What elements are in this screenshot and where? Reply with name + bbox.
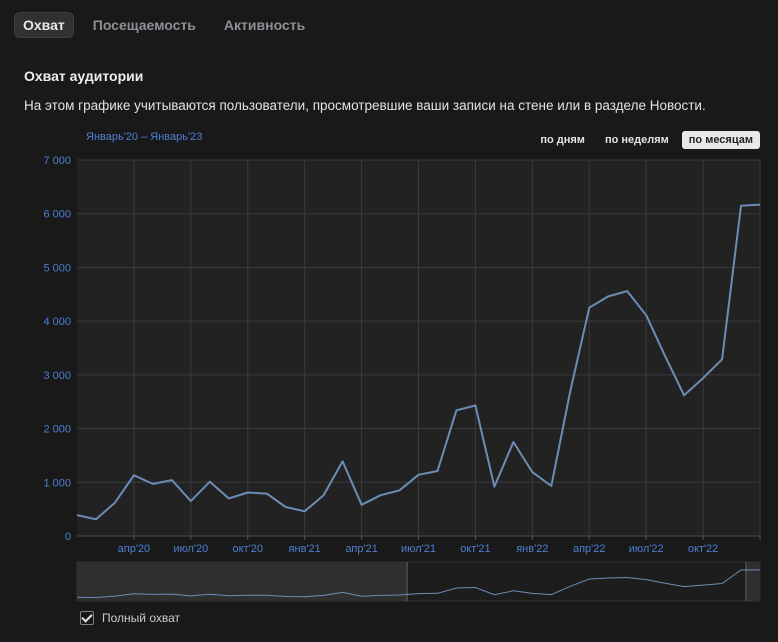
- x-tick-label: окт'20: [233, 543, 263, 555]
- period-days-button[interactable]: по дням: [540, 134, 585, 146]
- y-tick-label: 5 000: [43, 262, 71, 274]
- x-tick-label: янв'22: [516, 543, 548, 555]
- full-reach-checkbox[interactable]: [80, 611, 94, 625]
- section-title: Охват аудитории: [24, 68, 144, 84]
- y-tick-label: 3 000: [43, 370, 71, 382]
- series-line-full-reach: [76, 203, 761, 521]
- tab-reach[interactable]: Охват: [14, 12, 74, 38]
- period-weeks-button[interactable]: по неделям: [604, 134, 669, 146]
- y-tick-label: 7 000: [43, 155, 71, 167]
- x-tick-label: июл'20: [173, 543, 208, 555]
- navigator-series-line: [76, 569, 761, 599]
- y-tick-label: 4 000: [43, 316, 71, 328]
- legend: Полный охват: [80, 611, 180, 625]
- y-tick-label: 6 000: [43, 209, 71, 221]
- tab-attendance[interactable]: Посещаемость: [92, 17, 196, 33]
- tab-bar: Охват Посещаемость Активность: [14, 12, 314, 38]
- x-tick-label: окт'22: [688, 543, 718, 555]
- legend-label: Полный охват: [102, 611, 181, 625]
- y-tick-label: 2 000: [43, 424, 71, 436]
- section-description: На этом графике учитываются пользователи…: [24, 98, 706, 113]
- y-tick-label: 0: [65, 531, 71, 543]
- x-tick-label: янв'21: [289, 543, 321, 555]
- y-tick-label: 1 000: [43, 477, 71, 489]
- x-tick-label: апр'20: [118, 543, 151, 555]
- x-tick-label: апр'21: [345, 543, 378, 555]
- x-tick-label: июл'22: [629, 543, 664, 555]
- x-tick-label: июл'21: [401, 543, 436, 555]
- reach-chart: 0 1 000 2 000 3 000 4 000 5 000 6 000 7 000 апр'…: [43, 155, 761, 602]
- period-switcher: по дням по неделям по месяцам: [533, 131, 760, 149]
- tab-activity[interactable]: Активность: [223, 17, 306, 33]
- x-tick-label: окт'21: [460, 543, 490, 555]
- x-tick-label: апр'22: [573, 543, 606, 555]
- date-range-label[interactable]: Январь'20 – Январь'23: [86, 131, 203, 143]
- navigator-shade-right: [746, 562, 760, 601]
- period-months-button[interactable]: по месяцам: [681, 131, 760, 149]
